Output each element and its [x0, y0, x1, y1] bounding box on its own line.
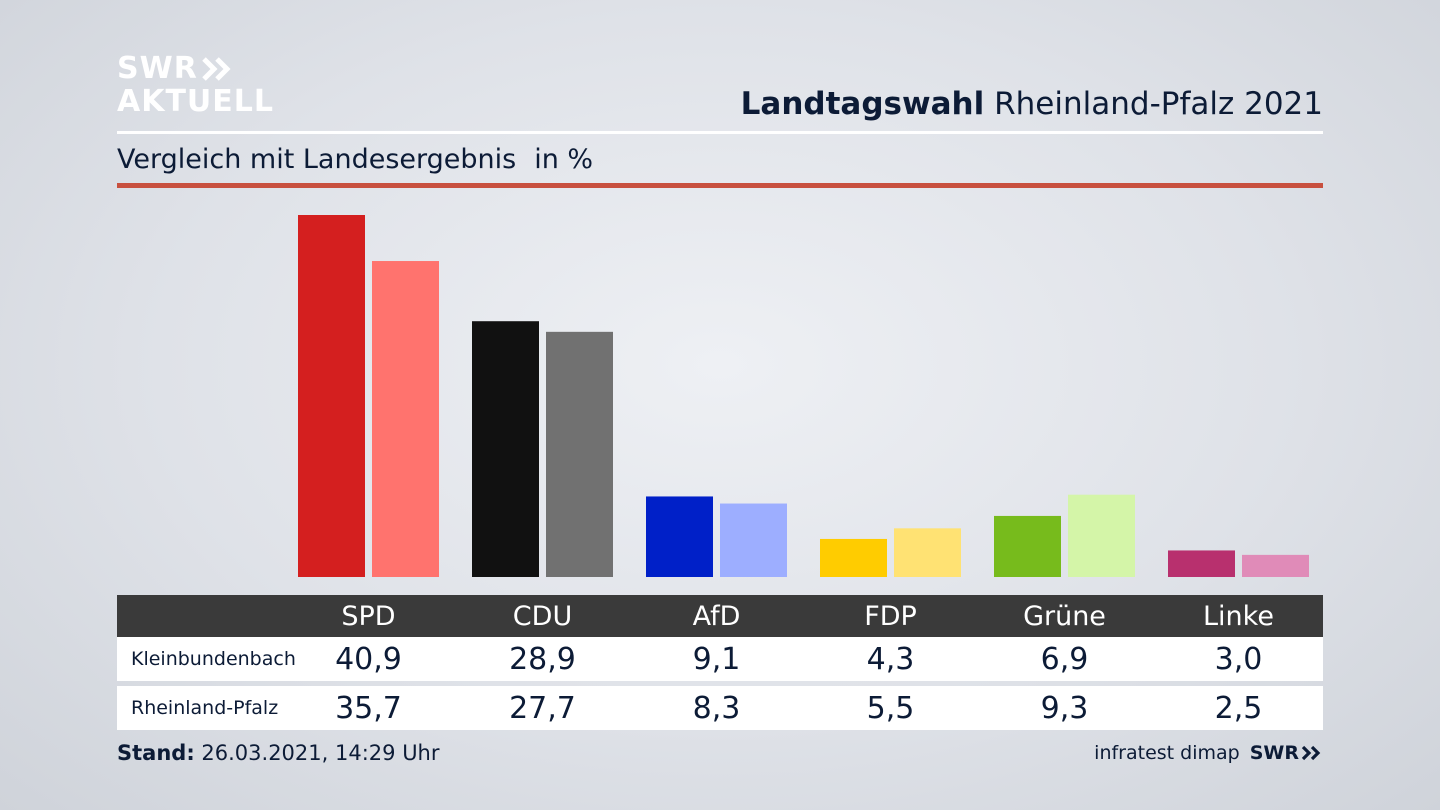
- value-cell: 28,9: [509, 641, 576, 677]
- bar-fdp-rheinland-pfalz: [894, 528, 961, 577]
- bar-afd-rheinland-pfalz: [720, 503, 787, 577]
- column-header-cdu: CDU: [512, 600, 573, 632]
- swr-small-logo: SWR: [1250, 742, 1323, 764]
- value-cell: 2,5: [1214, 690, 1263, 726]
- column-header-spd: SPD: [341, 600, 396, 632]
- swr-aktuell-logo: SWR AKTUELL: [117, 54, 274, 117]
- value-cell: 40,9: [335, 641, 402, 677]
- bar-grüne-rheinland-pfalz: [1068, 494, 1135, 577]
- title-strong: Landtagswahl: [740, 86, 985, 122]
- value-cell: 35,7: [335, 690, 402, 726]
- bar-fdp-kleinbundenbach: [820, 538, 887, 577]
- bar-chart: [298, 215, 1309, 577]
- bar-spd-kleinbundenbach: [298, 215, 365, 577]
- bar-spd-rheinland-pfalz: [372, 261, 439, 577]
- subtitle-text: Vergleich mit Landesergebnis: [117, 144, 517, 175]
- bar-linke-rheinland-pfalz: [1242, 554, 1309, 577]
- source-credit: infratest dimap SWR: [1094, 742, 1323, 764]
- bar-cdu-rheinland-pfalz: [546, 331, 613, 577]
- page-title: Landtagswahl Rheinland-Pfalz 2021: [741, 86, 1323, 122]
- chevron-right-icon: [202, 57, 232, 81]
- stand-label: Stand:: [117, 741, 195, 765]
- table-row-rheinland-pfalz: Rheinland-Pfalz 35,7 27,7 8,3 5,5 9,3 2,5: [117, 686, 1323, 730]
- column-header-afd: AfD: [692, 600, 741, 632]
- value-cell: 6,9: [1040, 641, 1089, 677]
- value-cell: 8,3: [692, 690, 741, 726]
- column-header-linke: Linke: [1203, 600, 1274, 632]
- value-cell: 3,0: [1214, 641, 1263, 677]
- title-rest: Rheinland-Pfalz 2021: [994, 86, 1323, 122]
- timestamp: Stand: 26.03.2021, 14:29 Uhr: [117, 741, 440, 765]
- column-header-fdp: FDP: [864, 600, 917, 632]
- row-label: Rheinland-Pfalz: [131, 697, 279, 719]
- value-cell: 9,3: [1040, 690, 1089, 726]
- column-header-grüne: Grüne: [1023, 600, 1106, 632]
- bar-afd-kleinbundenbach: [646, 496, 713, 577]
- value-cell: 5,5: [866, 690, 915, 726]
- header-divider: [117, 131, 1323, 134]
- stand-value: 26.03.2021, 14:29 Uhr: [201, 741, 440, 765]
- chevron-right-icon: [1301, 745, 1321, 761]
- accent-divider: [117, 183, 1323, 188]
- source-text: infratest dimap: [1094, 742, 1240, 764]
- chart-subtitle: Vergleich mit Landesergebnis in %: [117, 144, 593, 175]
- bar-cdu-kleinbundenbach: [472, 321, 539, 577]
- value-cell: 4,3: [866, 641, 915, 677]
- table-header-row: SPD CDU AfD FDP Grüne Linke: [117, 595, 1323, 637]
- value-cell: 9,1: [692, 641, 741, 677]
- bar-grüne-kleinbundenbach: [994, 515, 1061, 577]
- table-row-kleinbundenbach: Kleinbundenbach 40,9 28,9 9,1 4,3 6,9 3,0: [117, 637, 1323, 681]
- results-table: SPD CDU AfD FDP Grüne Linke Kleinbundenbach 4…: [117, 595, 1323, 730]
- swr-small-logo-text: SWR: [1249, 742, 1299, 764]
- value-cell: 27,7: [509, 690, 576, 726]
- bar-linke-kleinbundenbach: [1168, 550, 1235, 577]
- subtitle-unit: in %: [534, 144, 594, 175]
- logo-line1: SWR: [117, 51, 198, 86]
- row-label: Kleinbundenbach: [131, 648, 296, 670]
- logo-line2: AKTUELL: [117, 84, 275, 119]
